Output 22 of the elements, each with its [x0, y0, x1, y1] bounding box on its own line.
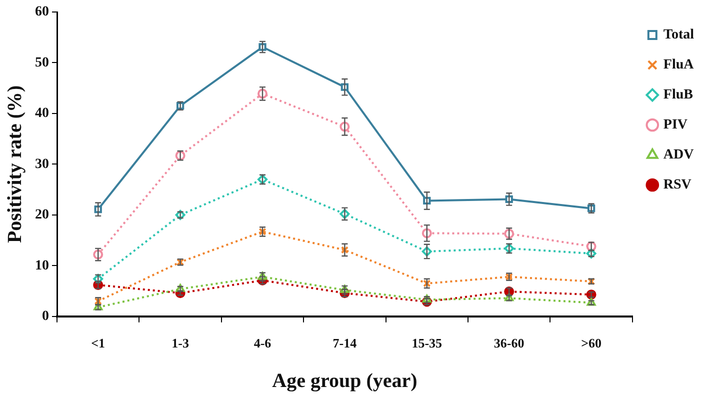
- x-tick-label: 15-35: [412, 336, 443, 351]
- x-tick-label: 7-14: [332, 336, 358, 351]
- legend-label: RSV: [663, 178, 692, 193]
- x-tick-label: 1-3: [172, 336, 190, 351]
- legend-label: PIV: [663, 118, 688, 133]
- y-tick-label: 60: [35, 4, 49, 20]
- legend-label: ADV: [663, 148, 694, 163]
- y-axis-title: Positivity rate (%): [4, 85, 26, 244]
- y-tick-label: 0: [42, 309, 49, 324]
- x-tick-label: >60: [581, 336, 602, 351]
- y-tick-label: 10: [35, 258, 49, 274]
- y-tick-label: 30: [35, 156, 49, 172]
- y-tick-label: 50: [35, 55, 49, 70]
- x-tick-label: 36-60: [494, 336, 524, 351]
- y-tick-label: 20: [35, 208, 49, 223]
- x-tick-label: <1: [91, 336, 106, 351]
- x-axis-title: Age group (year): [272, 370, 418, 392]
- x-tick-label: 4-6: [254, 336, 272, 351]
- legend-label: Total: [663, 28, 694, 43]
- legend-label: FluA: [663, 58, 695, 73]
- y-tick-label: 40: [35, 106, 49, 122]
- legend-label: FluB: [663, 88, 693, 103]
